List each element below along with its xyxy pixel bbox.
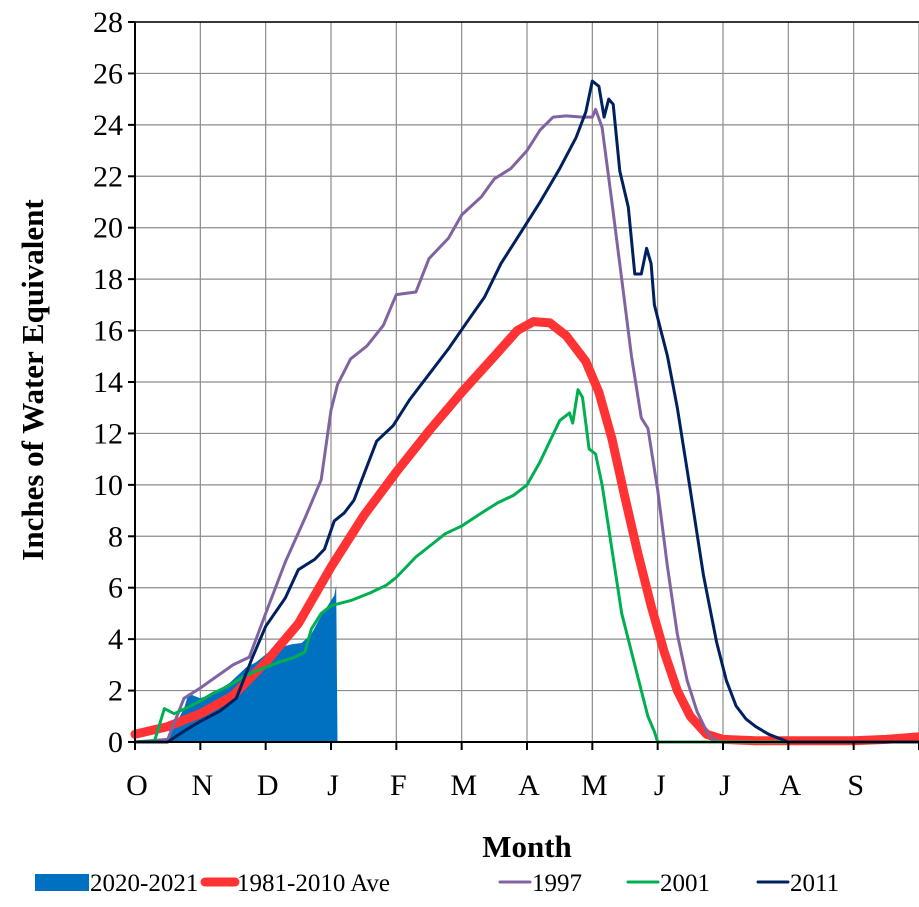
y-tick-label: 10 — [93, 469, 123, 502]
legend-label-1997: 1997 — [532, 870, 582, 897]
legend-label-1981-2010-ave: 1981-2010 Ave — [237, 870, 390, 897]
x-tick-label: A — [779, 769, 801, 802]
x-tick-label: M — [581, 769, 608, 802]
y-tick-label: 22 — [93, 160, 123, 193]
y-tick-label: 12 — [93, 417, 123, 450]
legend-label-2001: 2001 — [660, 870, 710, 897]
axes — [128, 21, 919, 750]
y-tick-label: 20 — [93, 212, 123, 245]
legend-swatch-2020-2021 — [35, 874, 89, 891]
x-tick-label: J — [654, 769, 666, 802]
x-tick-label: J — [327, 769, 339, 802]
y-tick-label: 8 — [108, 520, 123, 553]
legend: 2020-2021 1981-2010 Ave 1997 2001 2011 — [35, 870, 839, 897]
y-tick-label: 24 — [93, 109, 123, 142]
y-tick-label: 14 — [93, 366, 123, 399]
x-tick-label: O — [126, 769, 148, 802]
legend-label-2020-2021: 2020-2021 — [90, 870, 198, 897]
x-tick-label: M — [450, 769, 477, 802]
y-tick-label: 16 — [93, 315, 123, 348]
y-tick-label: 0 — [108, 726, 123, 759]
series-area-2020-2021 — [135, 585, 338, 742]
legend-label-2011: 2011 — [790, 870, 839, 897]
series-line-1997 — [133, 107, 919, 744]
y-tick-label: 28 — [93, 6, 123, 39]
y-axis-title: Inches of Water Equivalent — [15, 199, 50, 561]
y-tick-label: 4 — [108, 623, 123, 656]
x-tick-label: D — [257, 769, 279, 802]
series-line-1981-2010-ave — [130, 317, 919, 746]
y-tick-label: 2 — [108, 675, 123, 708]
x-tick-label: F — [390, 769, 407, 802]
y-tick-label: 26 — [93, 57, 123, 90]
series-line-2001 — [133, 388, 919, 744]
line-series-layer — [130, 79, 919, 746]
y-tick-label: 6 — [108, 572, 123, 605]
series-line-2011 — [133, 79, 919, 744]
gridlines — [135, 21, 919, 742]
x-tick-label: S — [847, 769, 864, 802]
area-series-layer — [135, 585, 338, 742]
x-tick-label: J — [719, 769, 731, 802]
x-axis-title: Month — [482, 829, 572, 864]
x-tick-label: N — [191, 769, 213, 802]
y-tick-label: 18 — [93, 263, 123, 296]
x-tick-label: A — [518, 769, 540, 802]
